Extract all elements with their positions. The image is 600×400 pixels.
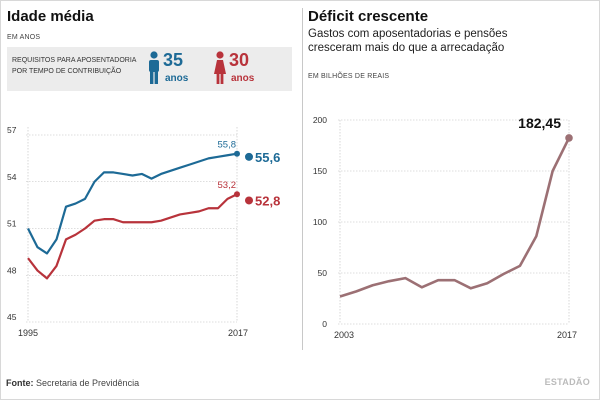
left-chart-title: Idade média [7,8,94,25]
requirements-box: REQUISITOS PARA APOSENTADORIA POR TEMPO … [7,47,292,91]
y-tick-label: 57 [7,125,17,135]
right-chart-title: Déficit crescente [308,8,429,25]
y-tick-label: 200 [313,115,327,125]
male-requirement-unit: anos [165,73,189,84]
series-projected-point [245,152,253,161]
estadao-logo: ESTADÃO [544,377,590,387]
series-line-deficit [339,137,571,298]
x-tick-label: 2017 [228,328,248,338]
x-tick-label: 2003 [334,330,354,340]
footer-source: Fonte: Secretaria de Previdência [6,378,139,388]
left-chart-subtitle: EM ANOS [7,34,41,41]
y-tick-label: 150 [313,166,327,176]
y-tick-label: 100 [313,217,327,227]
right-chart-subtitle: EM BILHÕES DE REAIS [308,73,390,80]
series-end-point [234,150,240,157]
y-tick-label: 54 [7,172,17,182]
y-tick-label: 51 [7,219,17,229]
requirements-label: REQUISITOS PARA APOSENTADORIA POR TEMPO … [12,57,137,75]
y-tick-label: 48 [7,265,17,275]
series-end-value-label: 182,45 [518,115,561,131]
series-end-value-label: 55,8 [218,140,237,151]
y-tick-label: 0 [322,319,327,329]
female-figure-icon [214,51,226,84]
x-tick-label: 1995 [18,328,38,338]
series-line-mulheres [27,193,238,280]
deficit-chart: 200 150 100 50 0 2003 2017 182,45 [313,115,577,340]
male-figure-icon [149,51,159,84]
y-tick-label: 50 [318,268,328,278]
x-tick-label: 2017 [557,330,577,340]
series-projected-point [245,196,253,205]
series-line-homens [27,152,238,255]
series-end-point [565,134,573,142]
footer-source-text: Secretaria de Previdência [36,378,140,388]
series-projected-value-label: 52,8 [255,193,280,208]
series-projected-value-label: 55,6 [255,150,280,165]
series-end-value-label: 53,2 [218,180,237,191]
panel-divider [302,8,303,350]
right-chart-description-line2: cresceram mais do que a arrecadação [308,42,505,54]
male-requirement-value: 35 [163,50,184,70]
footer-source-label: Fonte: [6,378,34,388]
y-tick-label: 45 [7,312,17,322]
right-chart-description-line1: Gastos com aposentadorias e pensões [308,28,508,40]
female-requirement-value: 30 [229,50,250,70]
female-requirement-unit: anos [231,73,255,84]
series-end-point [234,191,240,198]
